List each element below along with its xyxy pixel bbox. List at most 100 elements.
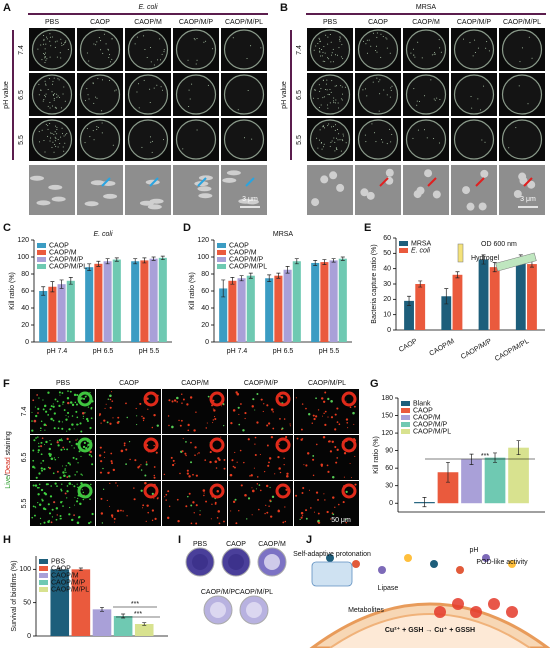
colony bbox=[101, 110, 103, 112]
cell bbox=[50, 405, 53, 408]
cell bbox=[156, 497, 159, 500]
colony bbox=[378, 81, 380, 83]
cell bbox=[331, 440, 334, 444]
cell bbox=[109, 394, 112, 398]
colony bbox=[375, 45, 377, 47]
bar bbox=[292, 261, 301, 342]
y-tick-label: 120 bbox=[17, 237, 29, 244]
particle bbox=[456, 566, 464, 574]
cell bbox=[57, 427, 60, 430]
colony bbox=[109, 54, 111, 56]
colony bbox=[49, 36, 51, 38]
cell bbox=[236, 461, 238, 463]
bar bbox=[437, 472, 459, 504]
colony bbox=[163, 49, 165, 51]
cell bbox=[267, 422, 271, 425]
cell bbox=[37, 502, 39, 504]
error-bar bbox=[422, 497, 427, 508]
colony bbox=[421, 57, 423, 59]
colony bbox=[107, 48, 109, 50]
cell bbox=[60, 488, 62, 491]
cell bbox=[33, 419, 37, 423]
colony bbox=[108, 80, 110, 82]
cell bbox=[100, 460, 103, 463]
cell bbox=[146, 504, 149, 507]
cell bbox=[229, 473, 233, 477]
colony bbox=[37, 48, 39, 50]
cell bbox=[45, 440, 48, 444]
cell bbox=[283, 457, 285, 460]
cell bbox=[109, 482, 111, 484]
colony bbox=[150, 46, 152, 48]
colony bbox=[319, 90, 321, 92]
colony bbox=[438, 142, 440, 144]
cell bbox=[214, 460, 218, 463]
cell bbox=[68, 482, 72, 485]
colony bbox=[376, 36, 378, 38]
error-bar bbox=[313, 260, 318, 266]
cell bbox=[157, 496, 159, 498]
colony bbox=[43, 34, 45, 36]
cell bbox=[80, 482, 83, 485]
cell bbox=[238, 413, 240, 416]
cell bbox=[64, 492, 67, 495]
cell bbox=[123, 444, 126, 447]
column-header: CAOP/M bbox=[412, 19, 440, 26]
cell bbox=[32, 465, 35, 469]
colony bbox=[317, 98, 319, 100]
colony bbox=[44, 56, 46, 58]
cell bbox=[279, 471, 282, 474]
error-bar bbox=[59, 279, 64, 289]
cell bbox=[34, 467, 36, 469]
colony bbox=[375, 49, 377, 51]
colony bbox=[51, 105, 53, 107]
cell bbox=[260, 398, 263, 401]
cell bbox=[57, 444, 60, 447]
colony bbox=[191, 83, 193, 85]
bar bbox=[140, 260, 149, 342]
colony bbox=[339, 139, 341, 141]
cell bbox=[306, 452, 310, 455]
colony bbox=[336, 148, 338, 150]
panel-title: MRSA bbox=[416, 4, 437, 11]
cell bbox=[259, 489, 262, 492]
cell bbox=[58, 391, 61, 394]
cell bbox=[271, 495, 275, 499]
colony bbox=[247, 89, 249, 91]
colony bbox=[416, 104, 418, 106]
colony bbox=[93, 102, 95, 104]
cell bbox=[112, 468, 116, 472]
cell bbox=[37, 412, 39, 414]
colony bbox=[336, 137, 338, 139]
colony bbox=[326, 57, 328, 59]
bacterium bbox=[48, 184, 63, 190]
colony bbox=[212, 48, 214, 50]
legend-label: CAOP/M/PL bbox=[229, 264, 267, 271]
cell bbox=[59, 514, 62, 517]
colony bbox=[56, 133, 58, 135]
cell bbox=[305, 517, 308, 520]
colony bbox=[326, 104, 328, 106]
error-bar bbox=[57, 567, 62, 572]
cell bbox=[268, 457, 272, 460]
legend-swatch bbox=[217, 264, 226, 269]
cell bbox=[142, 504, 145, 507]
cell bbox=[50, 521, 53, 524]
colony bbox=[317, 42, 319, 44]
colony bbox=[160, 86, 162, 88]
y-tick-label: 20 bbox=[201, 322, 209, 329]
colony bbox=[101, 132, 103, 134]
colony bbox=[50, 132, 52, 134]
cell bbox=[61, 483, 63, 485]
cell bbox=[295, 494, 298, 497]
cell bbox=[268, 505, 270, 507]
column-header: CAOP/M/P bbox=[179, 19, 214, 26]
cell bbox=[267, 464, 270, 467]
cell bbox=[117, 416, 120, 419]
cell bbox=[67, 390, 69, 392]
colony bbox=[330, 41, 332, 43]
colony bbox=[93, 139, 95, 141]
colony bbox=[365, 88, 367, 90]
cell bbox=[33, 439, 36, 442]
